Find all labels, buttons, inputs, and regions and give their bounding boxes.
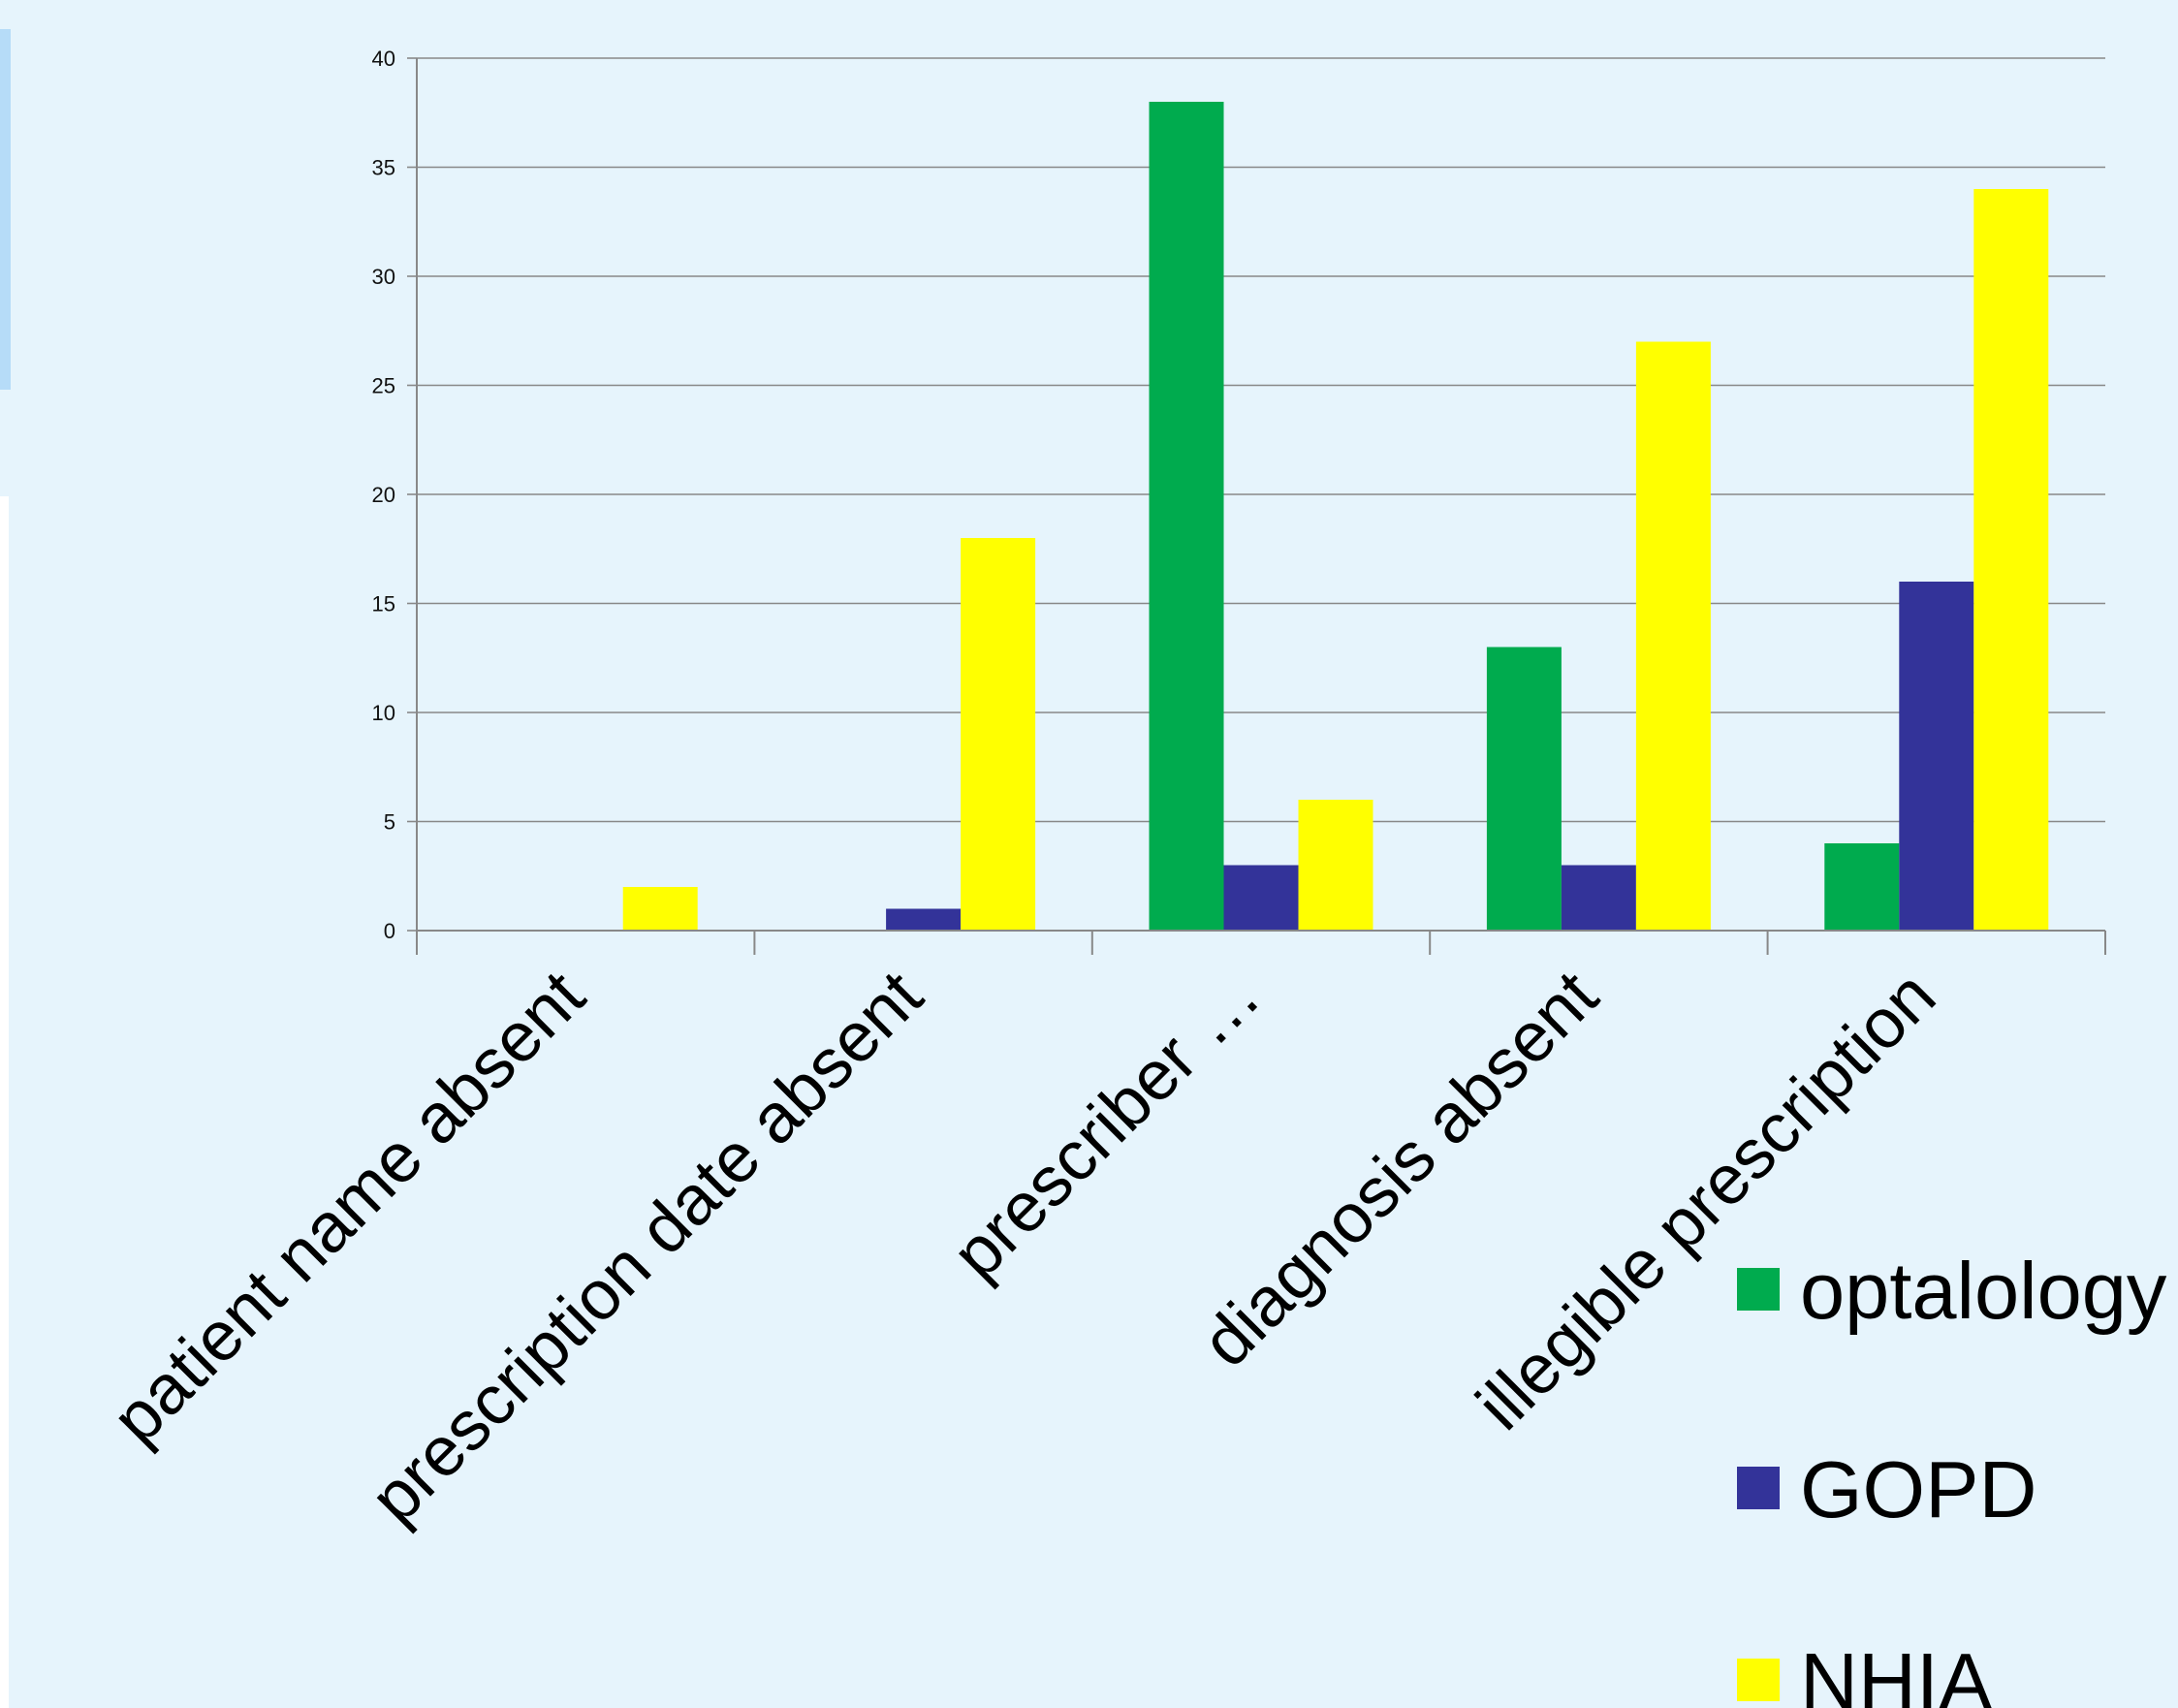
y-tick-label: 25 — [372, 374, 395, 398]
y-tick-label: 30 — [372, 265, 395, 289]
bar-optalology-3 — [1486, 647, 1562, 931]
bar-optalology-2 — [1149, 102, 1224, 931]
bar-gopd-2 — [1223, 865, 1299, 931]
axes — [416, 58, 2106, 955]
gridlines — [407, 57, 2105, 932]
y-tick-label: 10 — [372, 701, 395, 725]
y-tick-label: 5 — [384, 810, 395, 835]
y-tick-label: 0 — [384, 919, 395, 943]
legend: optalology GOPD NHIA — [1737, 1246, 2167, 1708]
bar-nhia-4 — [1973, 189, 2049, 931]
bar-gopd-1 — [886, 908, 962, 931]
legend-label-nhia: NHIA — [1800, 1636, 1993, 1708]
legend-label-optalology: optalology — [1800, 1246, 2167, 1336]
bar-nhia-0 — [622, 887, 698, 931]
bar-optalology-4 — [1824, 843, 1900, 931]
bar-gopd-4 — [1899, 582, 1974, 931]
left-edge-panel — [0, 496, 9, 1708]
y-tick-label: 40 — [372, 47, 395, 71]
bars — [622, 102, 2049, 931]
y-tick-label: 35 — [372, 156, 395, 180]
bar-nhia-2 — [1298, 800, 1373, 931]
bar-nhia-3 — [1635, 341, 1711, 931]
bar-nhia-1 — [961, 538, 1036, 931]
legend-swatch-optalology — [1737, 1268, 1780, 1311]
legend-swatch-gopd — [1737, 1467, 1780, 1509]
legend-swatch-nhia — [1737, 1659, 1780, 1701]
y-tick-label: 20 — [372, 483, 395, 507]
bar-gopd-3 — [1561, 865, 1636, 931]
legend-label-gopd: GOPD — [1800, 1444, 2036, 1534]
x-category-label: prescription date absent — [356, 957, 937, 1538]
x-category-label: prescriber … — [937, 957, 1275, 1294]
left-accent-bar — [0, 29, 11, 390]
y-tick-labels: 0 5 10 15 20 25 30 35 40 — [372, 47, 395, 943]
y-tick-label: 15 — [372, 592, 395, 617]
